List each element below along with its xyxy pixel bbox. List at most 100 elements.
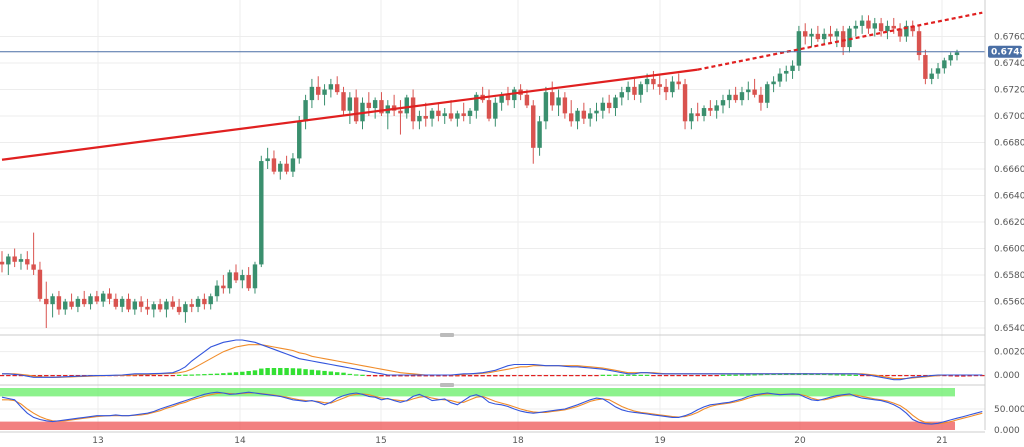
macd-histogram-bar (138, 375, 144, 377)
macd-histogram-bar (353, 374, 359, 376)
candle-body (322, 89, 327, 95)
candle-body (682, 84, 688, 122)
oversold-zone (0, 421, 955, 430)
macd-histogram-bar (69, 375, 74, 377)
candle-body (550, 92, 555, 106)
macd-histogram-bar (948, 375, 953, 377)
macd-histogram-bar (885, 375, 890, 377)
candle-body (847, 28, 852, 48)
macd-histogram-bar (568, 375, 574, 377)
macd-histogram-bar (6, 375, 11, 377)
price-tick-label: 0.6760 (994, 33, 1024, 43)
candle-body (113, 298, 119, 307)
macd-histogram-bar (328, 371, 334, 375)
price-tick-label: 0.6620 (994, 218, 1024, 228)
macd-histogram-bar (746, 374, 751, 376)
macd-histogram-bar (625, 374, 631, 376)
price-tick-label: 0.6640 (994, 192, 1024, 202)
macd-histogram-bar (195, 374, 201, 376)
candle-body (189, 304, 194, 307)
macd-histogram-bar (467, 375, 473, 377)
macd-histogram-bar (619, 374, 625, 376)
macd-histogram-bar (290, 368, 296, 375)
macd-histogram-bar (151, 375, 157, 377)
macd-histogram-bar (284, 368, 289, 375)
candle-body (878, 23, 884, 32)
candle-body (632, 86, 637, 95)
macd-histogram-bar (176, 374, 182, 376)
macd-histogram-bar (550, 375, 555, 377)
macd-histogram-bar (752, 374, 757, 376)
macd-histogram-bar (967, 375, 972, 377)
candle-body (429, 110, 435, 119)
price-tick-label: 0.6660 (994, 165, 1024, 175)
macd-histogram-bar (448, 375, 454, 377)
candle-body (600, 102, 606, 111)
macd-histogram-bar (297, 368, 302, 375)
candle-body (771, 81, 776, 85)
candle-body (587, 113, 593, 119)
candle-body (208, 296, 213, 305)
macd-histogram-bar (531, 375, 536, 377)
candle-body (802, 31, 808, 37)
macd-histogram-bar (714, 375, 719, 377)
macd-histogram-bar (543, 375, 549, 377)
candle-body (942, 60, 947, 69)
macd-histogram-bar (385, 375, 391, 377)
trendline-dashed (697, 11, 983, 71)
current-price-tag-bg (988, 45, 1022, 58)
candle-body (221, 285, 226, 289)
candle-body (562, 97, 568, 114)
candle-body (75, 298, 81, 307)
candle-body (840, 31, 846, 48)
candle-body (82, 298, 87, 305)
macd-histogram-bar (132, 375, 138, 377)
candle-body (701, 108, 707, 117)
time-tick-label: 14 (234, 436, 246, 446)
candle-body (695, 113, 700, 117)
candle-body (657, 84, 662, 87)
macd-histogram-bar (202, 374, 207, 376)
macd-histogram-bar (562, 375, 568, 377)
candle-body (815, 33, 821, 40)
macd-histogram-bar (644, 374, 650, 376)
candle-body (543, 92, 549, 122)
candle-body (828, 33, 833, 37)
macd-histogram-bar (214, 373, 220, 375)
macd-histogram-bar (853, 374, 859, 376)
candle-body (897, 28, 903, 37)
macd-histogram-bar (474, 375, 479, 377)
candle-body (752, 89, 757, 95)
macd-histogram-bar (556, 375, 561, 377)
macd-histogram-bar (524, 375, 530, 377)
candle-body (758, 94, 764, 103)
candle-body (765, 84, 770, 103)
macd-pane: 0.0020 0.000 (0, 339, 1024, 381)
candle-body (796, 31, 802, 66)
candle-body (410, 97, 416, 122)
candle-body (227, 272, 232, 289)
candle-body (784, 70, 789, 74)
candle-body (606, 102, 612, 109)
candle-body (720, 100, 726, 106)
macd-histogram-bar (341, 372, 346, 375)
macd-histogram-bar (961, 375, 966, 377)
macd-histogram-bar (379, 375, 384, 377)
stochastic-tick-label: 50.000 (994, 405, 1024, 415)
candle-body (676, 81, 681, 85)
macd-histogram-bar (505, 375, 511, 377)
macd-histogram-bar (164, 375, 169, 377)
candle-body (347, 97, 353, 111)
candle-body (202, 298, 207, 305)
candle-body (353, 97, 359, 122)
candle-body (581, 110, 587, 119)
candle-body (63, 301, 68, 310)
candle-body (499, 94, 504, 103)
macd-histogram-bar (461, 375, 466, 377)
candle-body (297, 121, 302, 159)
candle-body (777, 73, 783, 82)
candle-body (284, 163, 289, 172)
macd-histogram-bar (334, 372, 340, 375)
candle-body (278, 163, 283, 172)
